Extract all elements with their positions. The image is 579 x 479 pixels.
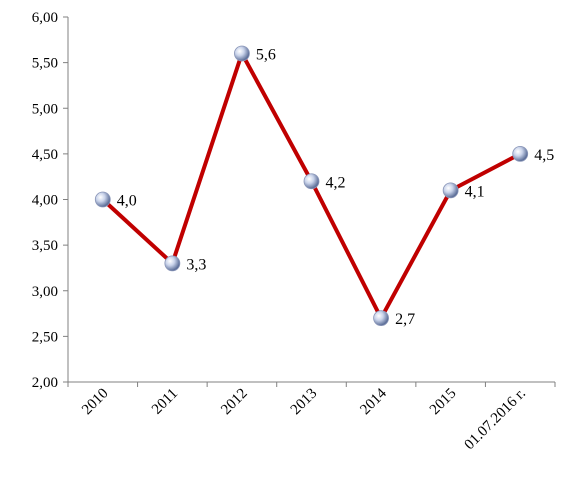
x-tick-label: 2015 (427, 386, 460, 419)
x-tick-label: 2014 (357, 385, 390, 418)
data-point-marker (373, 310, 389, 327)
y-tick-label: 5,00 (32, 101, 58, 117)
data-label: 4,1 (465, 183, 485, 200)
x-axis-ticks: 2010 2011 2012 2013 2014 2015 01.07.2016 г. (67, 382, 556, 454)
data-label: 4,2 (326, 174, 346, 191)
y-tick-label: 4,00 (32, 193, 58, 209)
data-point-marker (442, 182, 459, 199)
x-tick-label: 2010 (79, 386, 112, 419)
data-point-marker (512, 145, 529, 162)
x-tick-label: 2011 (149, 386, 181, 418)
x-tick-label: 2012 (218, 386, 251, 419)
y-tick-label: 4,50 (32, 147, 58, 163)
y-tick-label: 5,50 (32, 56, 58, 72)
data-point-marker (303, 173, 320, 190)
y-tick-label: 3,50 (32, 238, 58, 254)
data-point-marker (94, 191, 111, 208)
data-label: 3,3 (186, 256, 206, 273)
x-tick-label: 01.07.2016 г. (462, 386, 530, 454)
x-tick-label: 2013 (288, 386, 321, 419)
y-tick-label: 6,00 (32, 10, 58, 26)
data-label: 4,0 (117, 193, 137, 210)
data-label: 5,6 (256, 47, 276, 64)
data-point-marker (234, 45, 250, 62)
data-labels-group: 4,0 3,3 5,6 4,2 2,7 4,1 4,5 (117, 47, 554, 329)
y-tick-label: 3,00 (32, 284, 58, 300)
y-tick-label: 2,50 (32, 329, 58, 345)
y-axis-ticks: 2,00 2,50 3,00 3,50 4,00 4,50 5,00 5,50 6,00 (32, 10, 68, 391)
data-label: 4,5 (534, 147, 554, 164)
markers-group (94, 45, 529, 327)
y-tick-label: 2,00 (32, 375, 58, 391)
data-label: 2,7 (395, 311, 415, 328)
data-point-marker (164, 255, 181, 272)
